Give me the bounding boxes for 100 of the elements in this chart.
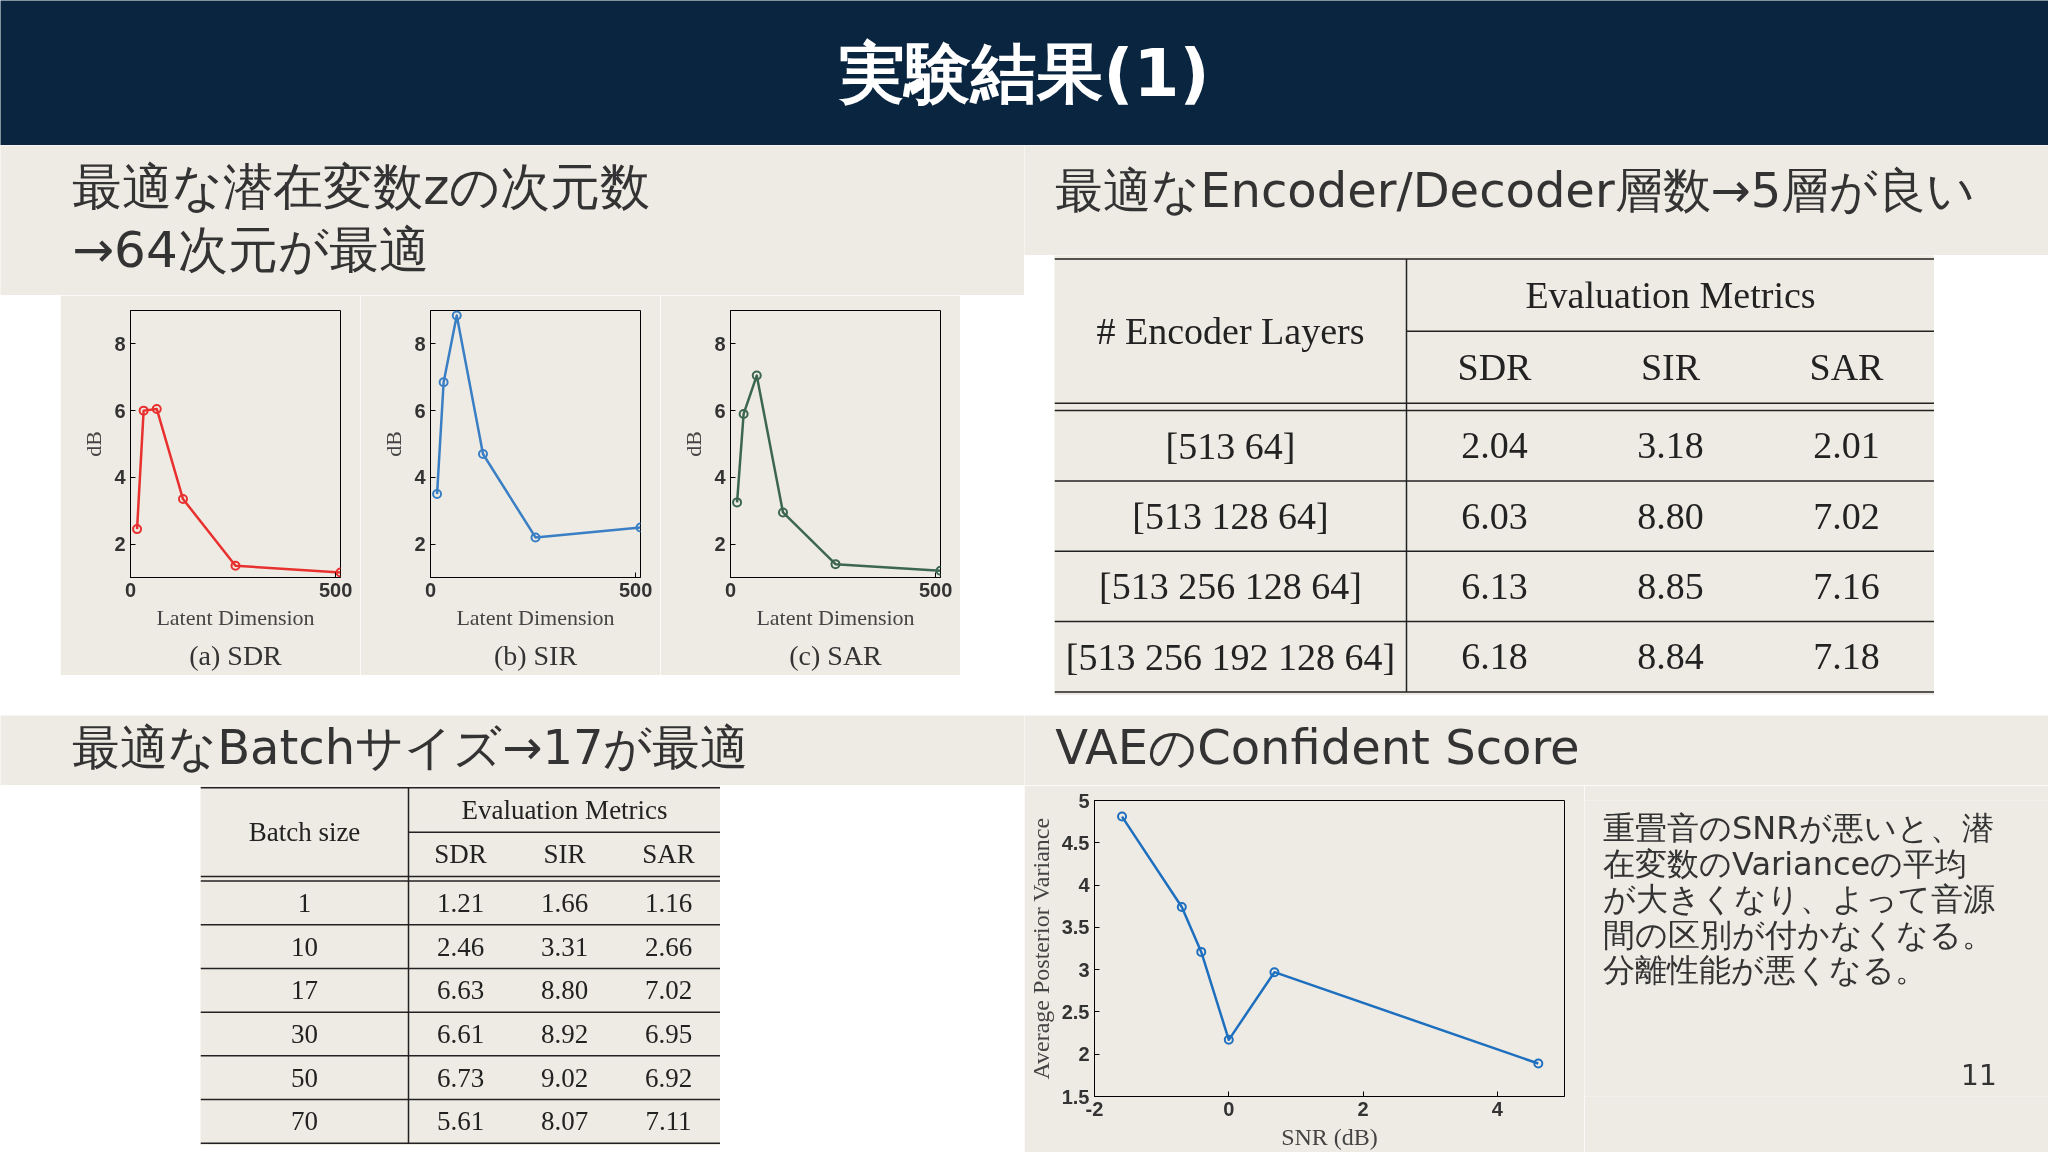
x-tick-label: 500 [318,578,353,601]
point [178,494,188,505]
x-axis-title: SNR (dB) [1281,1123,1378,1150]
data-label: 6.18 [1461,635,1528,678]
text: 11 [1961,1058,1997,1092]
x-axis-title: Latent Dimension [756,604,915,630]
data-label: 6.73 [436,1062,485,1093]
data-label: 8.80 [1637,494,1704,537]
data-label: 2.01 [1813,424,1880,467]
point [451,310,462,321]
y-tick-label: [513 256 128 64] [1099,565,1362,608]
point [530,532,541,543]
y-tick-label: 17 [291,975,318,1006]
y-tick-label: 5 [1078,789,1090,812]
data-label: 6.95 [644,1019,693,1050]
text: 最適な潜在変数zの次元数 →64次元が最適 [72,157,651,279]
point [478,449,488,459]
point [138,405,149,416]
text: 最適なEncoder/Decoder層数→5層が良い [1055,162,1976,218]
text: 最適なBatchサイズ→17が最適 [72,719,749,775]
y-tick-label: 2 [714,533,726,556]
point [1223,1034,1234,1045]
y-tick-label: 4 [414,466,427,489]
y-tick-label: 4.5 [1061,831,1090,854]
y-tick-label: 3.5 [1061,916,1090,939]
data-label: 6.63 [436,975,485,1006]
x-tick-label: SAR [1809,346,1885,389]
y-tick-label: 4 [1078,874,1091,897]
point [151,403,162,414]
x-tick-label: 0 [724,578,737,601]
data-label: 7.18 [1813,635,1880,678]
point [1269,967,1280,978]
data-label: 6.03 [1461,494,1528,537]
text: 実験結果(1) [838,34,1210,112]
text: (b) SIR [493,639,578,671]
x-tick-label: 0 [124,578,137,601]
x-tick-label: SDR [1457,346,1533,389]
data-label: 5.61 [436,1106,485,1137]
y-tick-label: 8 [414,332,426,355]
data-label: 7.16 [1813,564,1880,607]
text: 重畳音のSNRが悪いと、潜在変数のVarianceの平均が大きくなり、よって音源間の区別が付かなくなる。分離性能が悪くなる。 [1603,809,1996,990]
y-tick-label: 50 [291,1062,318,1093]
data-label: 7.02 [644,975,693,1006]
y-tick-label: [513 128 64] [1132,495,1329,538]
y-tick-label: [513 256 192 128 64] [1065,635,1396,678]
y-tick-label: 8 [114,332,126,355]
point [230,560,241,571]
y-axis-title: # Encoder Layers [1096,310,1365,353]
data-label: 3.18 [1637,424,1704,467]
point [1196,946,1207,957]
y-tick-label: 2 [114,533,126,556]
x-tick-label: 4 [1491,1097,1504,1120]
text: (c) SAR [789,639,883,671]
data-label: 2.04 [1461,424,1528,467]
data-label: 8.92 [540,1019,589,1050]
x-tick-label: 0 [1223,1097,1235,1120]
point [778,507,788,518]
y-tick-label: 4 [114,466,127,489]
y-tick-label: 2 [414,533,426,556]
y-axis-title: Batch size [248,817,361,848]
x-tick-label: SAR [642,839,695,870]
x-tick-label: 0 [424,578,437,601]
y-tick-label: 10 [291,931,318,962]
data-label: 1.21 [436,887,485,918]
data-label: 8.07 [540,1106,589,1137]
x-axis-title: Latent Dimension [456,604,615,630]
data-label: 9.02 [540,1062,589,1093]
y-axis-title: dB [81,431,107,457]
y-tick-label: 1 [297,887,312,918]
x-tick-label: 500 [618,578,653,601]
y-tick-label: 30 [291,1019,318,1050]
data-label: 8.80 [540,975,589,1006]
data-label: 3.31 [540,931,589,962]
y-tick-label: 3 [1078,958,1090,981]
y-tick-label: 2 [1078,1043,1090,1066]
point [830,559,841,570]
point [738,408,749,419]
text: (a) SDR [189,639,283,671]
y-tick-label: 6 [114,399,126,422]
y-tick-label: 2.5 [1061,1000,1090,1023]
chart-title: Evaluation Metrics [1525,274,1816,317]
data-label: 8.85 [1637,564,1704,607]
data-label: 7.11 [645,1106,692,1137]
point [1176,902,1187,913]
data-label: 7.02 [1813,494,1880,537]
x-tick-label: SIR [1640,346,1701,389]
point [438,377,449,388]
data-label: 6.13 [1461,564,1528,607]
y-axis-title: dB [681,431,707,457]
y-tick-label: 6 [414,399,426,422]
y-axis-title: Average Posterior Variance [1027,817,1054,1080]
y-tick-label: 6 [714,399,726,422]
data-label: 1.16 [644,887,693,918]
data-label: 6.92 [644,1062,693,1093]
x-tick-label: 500 [918,578,953,601]
y-axis-title: dB [381,431,407,457]
text: VAEのConfident Score [1055,719,1580,775]
y-tick-label: 70 [291,1106,318,1137]
x-tick-label: SIR [543,839,586,870]
data-label: 8.84 [1637,635,1704,678]
